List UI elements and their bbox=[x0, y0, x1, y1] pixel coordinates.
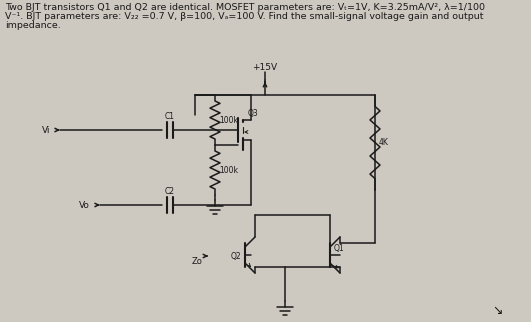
Text: Vo: Vo bbox=[79, 201, 90, 210]
Text: C1: C1 bbox=[165, 112, 175, 121]
Text: 4K: 4K bbox=[379, 138, 389, 147]
Text: Vi: Vi bbox=[41, 126, 50, 135]
Text: impedance.: impedance. bbox=[5, 21, 61, 30]
Text: 100k: 100k bbox=[219, 166, 238, 175]
Text: +15V: +15V bbox=[252, 63, 278, 72]
Text: ↘: ↘ bbox=[493, 304, 503, 317]
Text: V⁻¹. BJT parameters are: V₂₂ =0.7 V, β=100, Vₐ=100 V. Find the small-signal volt: V⁻¹. BJT parameters are: V₂₂ =0.7 V, β=1… bbox=[5, 12, 484, 21]
Text: Q1: Q1 bbox=[334, 244, 345, 253]
Text: Two BJT transistors Q1 and Q2 are identical. MOSFET parameters are: Vₜ=1V, K=3.2: Two BJT transistors Q1 and Q2 are identi… bbox=[5, 3, 485, 12]
Text: Q2: Q2 bbox=[231, 252, 242, 261]
Text: 100k: 100k bbox=[219, 116, 238, 125]
Text: C2: C2 bbox=[165, 187, 175, 196]
Text: Zo: Zo bbox=[192, 257, 202, 266]
Text: Q3: Q3 bbox=[248, 109, 259, 118]
